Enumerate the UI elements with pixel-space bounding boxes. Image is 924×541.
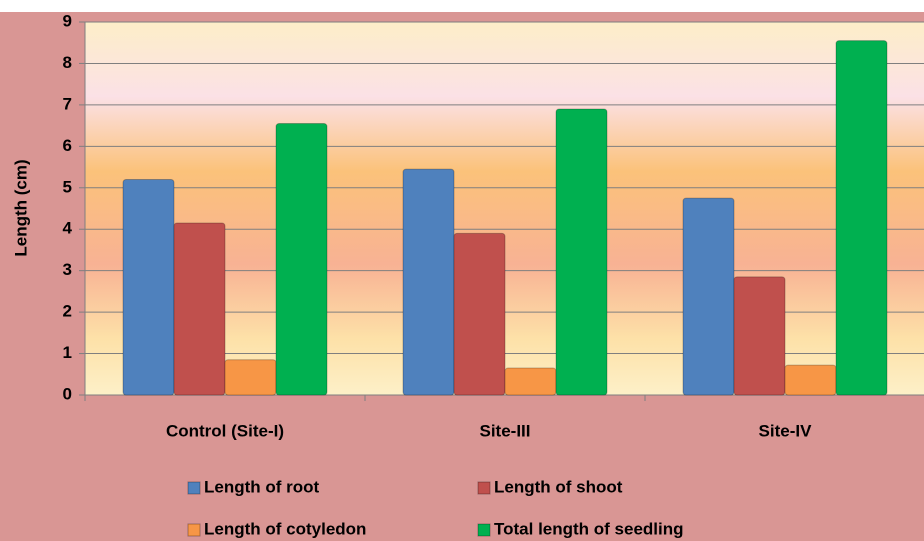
bar: [784, 364, 837, 396]
bar: [504, 367, 557, 396]
bar: [453, 232, 506, 396]
bar: [555, 108, 608, 396]
bar: [173, 222, 226, 396]
legend-swatch: [477, 523, 491, 537]
y-tick-label: 9: [63, 11, 72, 30]
bar: [835, 40, 888, 396]
legend-swatch: [477, 481, 491, 495]
y-tick-label: 8: [63, 53, 72, 72]
bar: [733, 276, 786, 396]
y-tick-label: 5: [63, 177, 72, 196]
y-tick-label: 2: [63, 302, 72, 321]
y-tick-label: 6: [63, 136, 72, 155]
bar: [224, 359, 277, 396]
x-tick-label: Site-III: [479, 421, 530, 440]
y-tick-label: 4: [63, 219, 73, 238]
x-tick-label: Site-IV: [759, 421, 813, 440]
bar: [122, 178, 175, 396]
legend-swatch: [187, 481, 201, 495]
y-tick-label: 3: [63, 260, 72, 279]
legend-label: Total length of seedling: [494, 519, 684, 538]
bar: [682, 197, 735, 396]
legend-swatch: [187, 523, 201, 537]
y-tick-label: 1: [63, 343, 72, 362]
legend-label: Length of cotyledon: [204, 519, 366, 538]
top-strip: [0, 0, 924, 12]
y-tick-label: 0: [63, 384, 72, 403]
y-tick-label: 7: [63, 94, 72, 113]
bar: [275, 123, 328, 396]
legend-label: Length of root: [204, 477, 320, 496]
x-tick-label: Control (Site-I): [166, 421, 284, 440]
legend-label: Length of shoot: [494, 477, 623, 496]
y-axis-label: Length (cm): [11, 159, 30, 256]
bar: [402, 168, 455, 396]
